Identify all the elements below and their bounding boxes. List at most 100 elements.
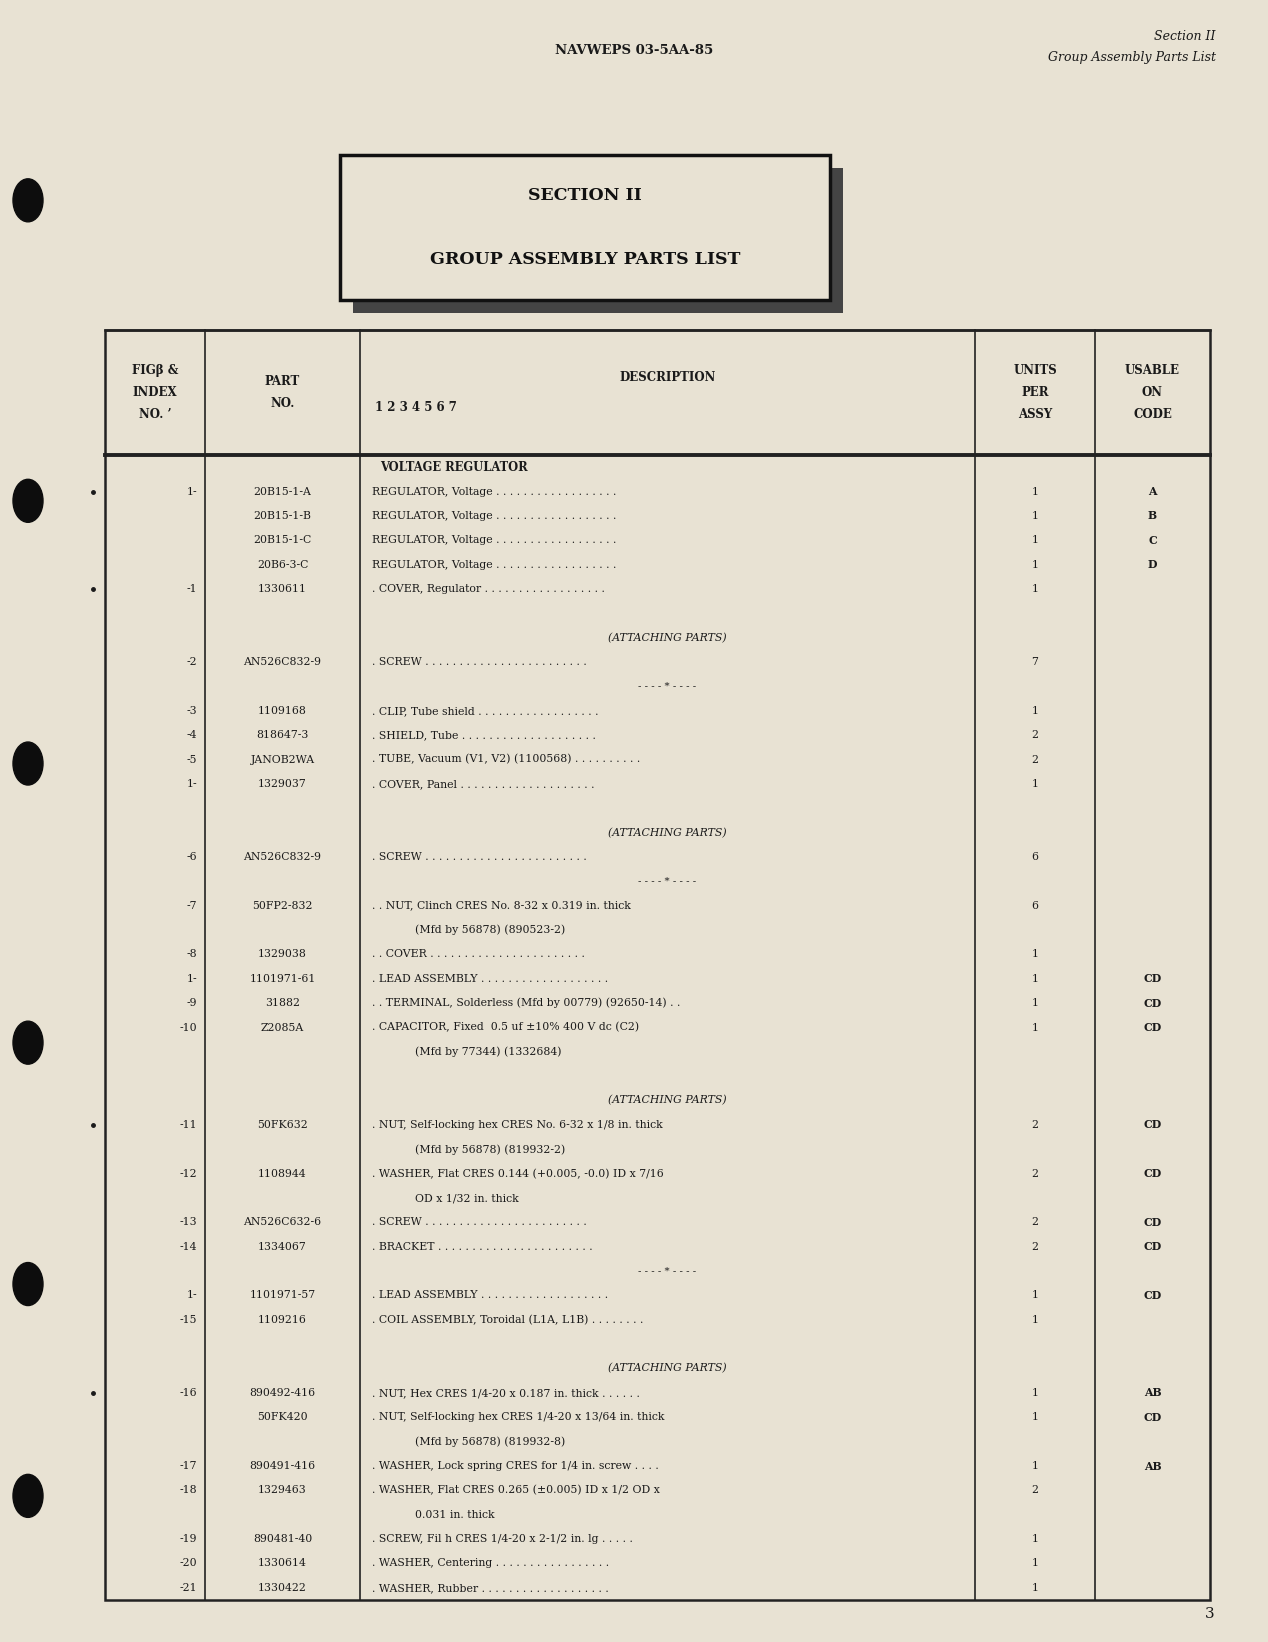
Text: CD: CD — [1144, 998, 1161, 1008]
Text: OD x 1/32 in. thick: OD x 1/32 in. thick — [415, 1194, 519, 1204]
Text: 1: 1 — [1031, 778, 1038, 788]
Text: . SCREW, Fil h CRES 1/4-20 x 2-1/2 in. lg . . . . .: . SCREW, Fil h CRES 1/4-20 x 2-1/2 in. l… — [372, 1534, 633, 1543]
Text: AB: AB — [1144, 1387, 1161, 1399]
Text: 1: 1 — [1031, 1412, 1038, 1422]
Text: 1-: 1- — [186, 486, 197, 496]
Text: . WASHER, Flat CRES 0.265 (±0.005) ID x 1/2 OD x: . WASHER, Flat CRES 0.265 (±0.005) ID x … — [372, 1486, 659, 1496]
Text: 20B15-1-B: 20B15-1-B — [254, 511, 312, 521]
Text: 6: 6 — [1031, 852, 1038, 862]
Bar — [340, 154, 831, 300]
Text: CD: CD — [1144, 1412, 1161, 1422]
Text: . BRACKET . . . . . . . . . . . . . . . . . . . . . . .: . BRACKET . . . . . . . . . . . . . . . … — [372, 1241, 592, 1251]
Text: 1 2 3 4 5 6 7: 1 2 3 4 5 6 7 — [375, 401, 456, 414]
Text: CD: CD — [1144, 1241, 1161, 1253]
Text: -18: -18 — [179, 1486, 197, 1496]
Text: -10: -10 — [179, 1023, 197, 1033]
Text: . COIL ASSEMBLY, Toroidal (L1A, L1B) . . . . . . . .: . COIL ASSEMBLY, Toroidal (L1A, L1B) . .… — [372, 1315, 643, 1325]
Text: . WASHER, Centering . . . . . . . . . . . . . . . . .: . WASHER, Centering . . . . . . . . . . … — [372, 1558, 609, 1568]
Text: -5: -5 — [186, 755, 197, 765]
Text: 0.031 in. thick: 0.031 in. thick — [415, 1509, 495, 1520]
Text: 2: 2 — [1031, 731, 1038, 741]
Text: . WASHER, Flat CRES 0.144 (+0.005, -0.0) ID x 7/16: . WASHER, Flat CRES 0.144 (+0.005, -0.0)… — [372, 1169, 663, 1179]
Text: CD: CD — [1144, 974, 1161, 984]
Text: 1: 1 — [1031, 1461, 1038, 1471]
Text: ON: ON — [1142, 386, 1163, 399]
Text: 2: 2 — [1031, 755, 1038, 765]
Text: . COVER, Panel . . . . . . . . . . . . . . . . . . . .: . COVER, Panel . . . . . . . . . . . . .… — [372, 778, 595, 788]
Text: 1: 1 — [1031, 974, 1038, 984]
Text: 1101971-61: 1101971-61 — [250, 974, 316, 984]
Bar — [105, 330, 1210, 1599]
Text: 1109216: 1109216 — [259, 1315, 307, 1325]
Text: DESCRIPTION: DESCRIPTION — [619, 371, 715, 384]
Text: 1329037: 1329037 — [259, 778, 307, 788]
Text: . SCREW . . . . . . . . . . . . . . . . . . . . . . . .: . SCREW . . . . . . . . . . . . . . . . … — [372, 852, 587, 862]
Text: C: C — [1148, 535, 1156, 545]
Text: SECTION II: SECTION II — [529, 187, 642, 204]
Text: . WASHER, Rubber . . . . . . . . . . . . . . . . . . .: . WASHER, Rubber . . . . . . . . . . . .… — [372, 1583, 609, 1593]
Text: 3: 3 — [1205, 1608, 1215, 1621]
Text: 890491-416: 890491-416 — [250, 1461, 316, 1471]
Text: (Mfd by 56878) (819932-2): (Mfd by 56878) (819932-2) — [415, 1144, 566, 1154]
Text: 1-: 1- — [186, 974, 197, 984]
Text: 1: 1 — [1031, 949, 1038, 959]
Text: CD: CD — [1144, 1217, 1161, 1228]
Text: . LEAD ASSEMBLY . . . . . . . . . . . . . . . . . . .: . LEAD ASSEMBLY . . . . . . . . . . . . … — [372, 974, 609, 984]
Text: . NUT, Hex CRES 1/4-20 x 0.187 in. thick . . . . . .: . NUT, Hex CRES 1/4-20 x 0.187 in. thick… — [372, 1387, 640, 1397]
Text: . COVER, Regulator . . . . . . . . . . . . . . . . . .: . COVER, Regulator . . . . . . . . . . .… — [372, 585, 605, 594]
Text: 1: 1 — [1031, 706, 1038, 716]
Ellipse shape — [13, 1263, 43, 1305]
Text: -21: -21 — [179, 1583, 197, 1593]
Text: 1330611: 1330611 — [257, 585, 307, 594]
Text: REGULATOR, Voltage . . . . . . . . . . . . . . . . . .: REGULATOR, Voltage . . . . . . . . . . .… — [372, 535, 616, 545]
Text: 1329038: 1329038 — [259, 949, 307, 959]
Text: -16: -16 — [179, 1387, 197, 1397]
Text: ASSY: ASSY — [1018, 407, 1052, 420]
Text: . . TERMINAL, Solderless (Mfd by 00779) (92650-14) . .: . . TERMINAL, Solderless (Mfd by 00779) … — [372, 998, 681, 1008]
Text: -6: -6 — [186, 852, 197, 862]
Text: 1: 1 — [1031, 1387, 1038, 1397]
Text: NAVWEPS 03-5AA-85: NAVWEPS 03-5AA-85 — [555, 43, 713, 56]
Text: -9: -9 — [186, 998, 197, 1008]
Text: -17: -17 — [180, 1461, 197, 1471]
Text: 20B15-1-C: 20B15-1-C — [254, 535, 312, 545]
Ellipse shape — [13, 179, 43, 222]
Text: -20: -20 — [179, 1558, 197, 1568]
Text: 1: 1 — [1031, 998, 1038, 1008]
Text: 50FP2-832: 50FP2-832 — [252, 901, 313, 911]
Text: 1: 1 — [1031, 511, 1038, 521]
Text: . . NUT, Clinch CRES No. 8-32 x 0.319 in. thick: . . NUT, Clinch CRES No. 8-32 x 0.319 in… — [372, 901, 631, 911]
Text: 1-: 1- — [186, 1291, 197, 1300]
Text: JANOB2WA: JANOB2WA — [251, 755, 314, 765]
Text: 1: 1 — [1031, 486, 1038, 496]
Text: -8: -8 — [186, 949, 197, 959]
Text: 1-: 1- — [186, 778, 197, 788]
Text: -1: -1 — [186, 585, 197, 594]
Text: -14: -14 — [180, 1241, 197, 1251]
Text: 1: 1 — [1031, 1558, 1038, 1568]
Text: (ATTACHING PARTS): (ATTACHING PARTS) — [609, 632, 727, 644]
Text: . NUT, Self-locking hex CRES No. 6-32 x 1/8 in. thick: . NUT, Self-locking hex CRES No. 6-32 x … — [372, 1120, 663, 1130]
Text: 1334067: 1334067 — [259, 1241, 307, 1251]
Text: AN526C632-6: AN526C632-6 — [243, 1217, 322, 1227]
Text: NO. ’: NO. ’ — [138, 407, 171, 420]
Text: AN526C832-9: AN526C832-9 — [243, 657, 322, 667]
Text: 1108944: 1108944 — [259, 1169, 307, 1179]
Text: 2: 2 — [1031, 1169, 1038, 1179]
Text: . LEAD ASSEMBLY . . . . . . . . . . . . . . . . . . .: . LEAD ASSEMBLY . . . . . . . . . . . . … — [372, 1291, 609, 1300]
Text: NO.: NO. — [270, 397, 294, 410]
Text: 1101971-57: 1101971-57 — [250, 1291, 316, 1300]
Ellipse shape — [13, 742, 43, 785]
Text: 2: 2 — [1031, 1241, 1038, 1251]
Text: (Mfd by 77344) (1332684): (Mfd by 77344) (1332684) — [415, 1046, 562, 1057]
Text: 1: 1 — [1031, 585, 1038, 594]
Text: USABLE: USABLE — [1125, 365, 1181, 378]
Text: - - - - * - - - -: - - - - * - - - - — [638, 681, 696, 691]
Bar — [353, 167, 843, 314]
Text: A: A — [1149, 486, 1156, 498]
Text: 20B6-3-C: 20B6-3-C — [257, 560, 308, 570]
Text: Section II: Section II — [1154, 30, 1216, 43]
Text: 1330422: 1330422 — [259, 1583, 307, 1593]
Text: PART: PART — [265, 374, 301, 388]
Text: . SCREW . . . . . . . . . . . . . . . . . . . . . . . .: . SCREW . . . . . . . . . . . . . . . . … — [372, 657, 587, 667]
